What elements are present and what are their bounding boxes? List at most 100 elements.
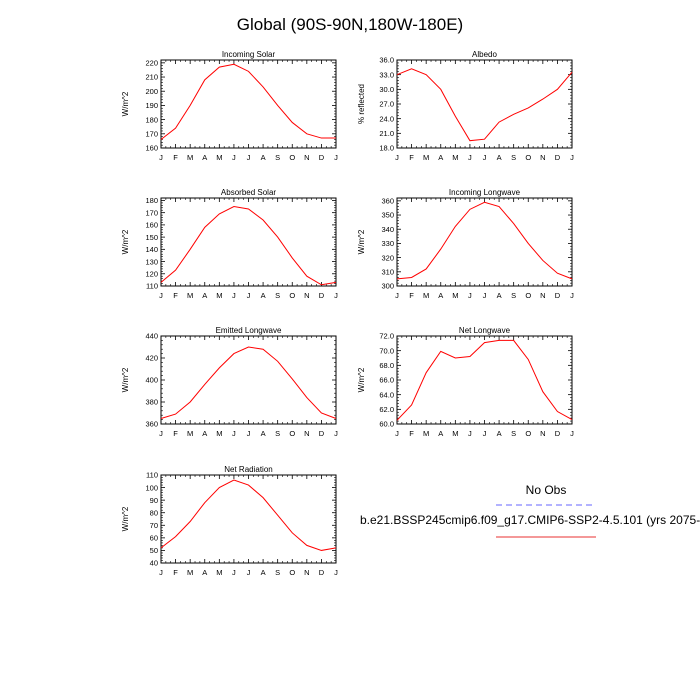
page-title: Global (90S-90N,180W-180E) <box>237 15 463 34</box>
x-tick-label: J <box>570 291 574 300</box>
x-tick-label: D <box>319 429 325 438</box>
plot-frame <box>160 335 337 425</box>
series-line <box>396 339 573 421</box>
y-tick-label: 440 <box>145 332 158 341</box>
x-tick-label: J <box>247 429 251 438</box>
legend: No Obs b.e21.BSSP245cmip6.f09_g17.CMIP6-… <box>360 483 700 538</box>
x-tick-label: J <box>570 153 574 162</box>
y-tick-label: 21.0 <box>379 129 394 138</box>
series-line <box>160 346 337 419</box>
x-tick-label: J <box>395 153 399 162</box>
x-tick-label: O <box>289 568 295 577</box>
x-tick-label: M <box>187 291 193 300</box>
panel-title: Net Radiation <box>224 465 272 474</box>
x-tick-label: S <box>275 291 280 300</box>
legend-model-label: b.e21.BSSP245cmip6.f09_g17.CMIP6-SSP2-4.… <box>360 513 700 527</box>
x-tick-label: M <box>216 429 222 438</box>
x-tick-label: A <box>261 429 266 438</box>
y-tick-label: 190 <box>145 101 158 110</box>
y-axis-label: W/m^2 <box>357 229 366 254</box>
x-tick-label: M <box>423 429 429 438</box>
x-tick-label: J <box>159 429 163 438</box>
y-tick-label: 68.0 <box>379 361 394 370</box>
x-tick-label: J <box>247 153 251 162</box>
y-tick-label: 180 <box>145 196 158 205</box>
x-tick-label: M <box>452 429 458 438</box>
x-tick-label: S <box>511 429 516 438</box>
y-tick-label: 160 <box>145 221 158 230</box>
x-tick-label: D <box>555 291 561 300</box>
legend-obs-label: No Obs <box>526 483 567 497</box>
y-tick-label: 64.0 <box>379 390 394 399</box>
x-tick-label: J <box>395 291 399 300</box>
x-tick-label: O <box>525 291 531 300</box>
y-axis-label: W/m^2 <box>121 91 130 116</box>
y-tick-label: 90 <box>150 496 158 505</box>
x-tick-label: J <box>334 153 338 162</box>
y-tick-label: 130 <box>145 257 158 266</box>
x-tick-label: M <box>216 291 222 300</box>
x-tick-label: M <box>452 153 458 162</box>
x-tick-label: J <box>159 291 163 300</box>
x-tick-label: M <box>216 568 222 577</box>
x-tick-label: A <box>438 153 443 162</box>
plot-frame <box>160 474 337 564</box>
y-tick-label: 310 <box>381 268 394 277</box>
x-tick-label: J <box>232 429 236 438</box>
y-tick-label: 400 <box>145 376 158 385</box>
y-tick-label: 110 <box>146 471 158 480</box>
y-tick-label: 170 <box>145 130 158 139</box>
x-tick-label: S <box>275 429 280 438</box>
x-tick-label: A <box>438 429 443 438</box>
x-tick-label: J <box>483 153 487 162</box>
y-tick-label: 350 <box>381 211 394 220</box>
x-tick-label: A <box>497 429 502 438</box>
y-tick-label: 62.0 <box>379 405 394 414</box>
x-tick-label: A <box>261 291 266 300</box>
y-tick-label: 200 <box>145 87 158 96</box>
x-tick-label: A <box>497 153 502 162</box>
y-tick-label: 420 <box>145 354 158 363</box>
x-tick-label: A <box>202 568 207 577</box>
y-tick-label: 140 <box>145 245 158 254</box>
x-tick-label: S <box>511 291 516 300</box>
y-tick-label: 360 <box>381 197 394 206</box>
y-tick-label: 40 <box>150 559 158 568</box>
x-tick-label: A <box>202 291 207 300</box>
y-tick-label: 100 <box>145 483 158 492</box>
y-axis-label: W/m^2 <box>357 367 366 392</box>
y-tick-label: 380 <box>145 398 158 407</box>
x-tick-label: J <box>334 291 338 300</box>
x-tick-label: O <box>289 291 295 300</box>
x-tick-label: A <box>497 291 502 300</box>
y-axis-label: % reflected <box>357 84 366 124</box>
y-tick-label: 220 <box>145 59 158 68</box>
x-tick-label: J <box>570 429 574 438</box>
panel-title: Incoming Solar <box>222 50 276 59</box>
x-tick-label: A <box>202 153 207 162</box>
x-tick-label: F <box>409 291 414 300</box>
x-tick-label: N <box>304 153 309 162</box>
x-tick-label: O <box>525 429 531 438</box>
y-tick-label: 150 <box>145 233 158 242</box>
y-tick-label: 110 <box>146 282 158 291</box>
x-tick-label: F <box>409 429 414 438</box>
x-tick-label: M <box>216 153 222 162</box>
x-tick-label: J <box>468 429 472 438</box>
y-tick-label: 170 <box>145 208 158 217</box>
y-axis-label: W/m^2 <box>121 367 130 392</box>
x-tick-label: J <box>395 429 399 438</box>
y-tick-label: 27.0 <box>379 100 394 109</box>
panel-title: Net Longwave <box>459 326 511 335</box>
y-tick-label: 300 <box>381 282 394 291</box>
panel-title: Incoming Longwave <box>449 188 521 197</box>
plot-frame <box>396 197 573 287</box>
x-tick-label: A <box>261 568 266 577</box>
x-tick-label: F <box>173 291 178 300</box>
